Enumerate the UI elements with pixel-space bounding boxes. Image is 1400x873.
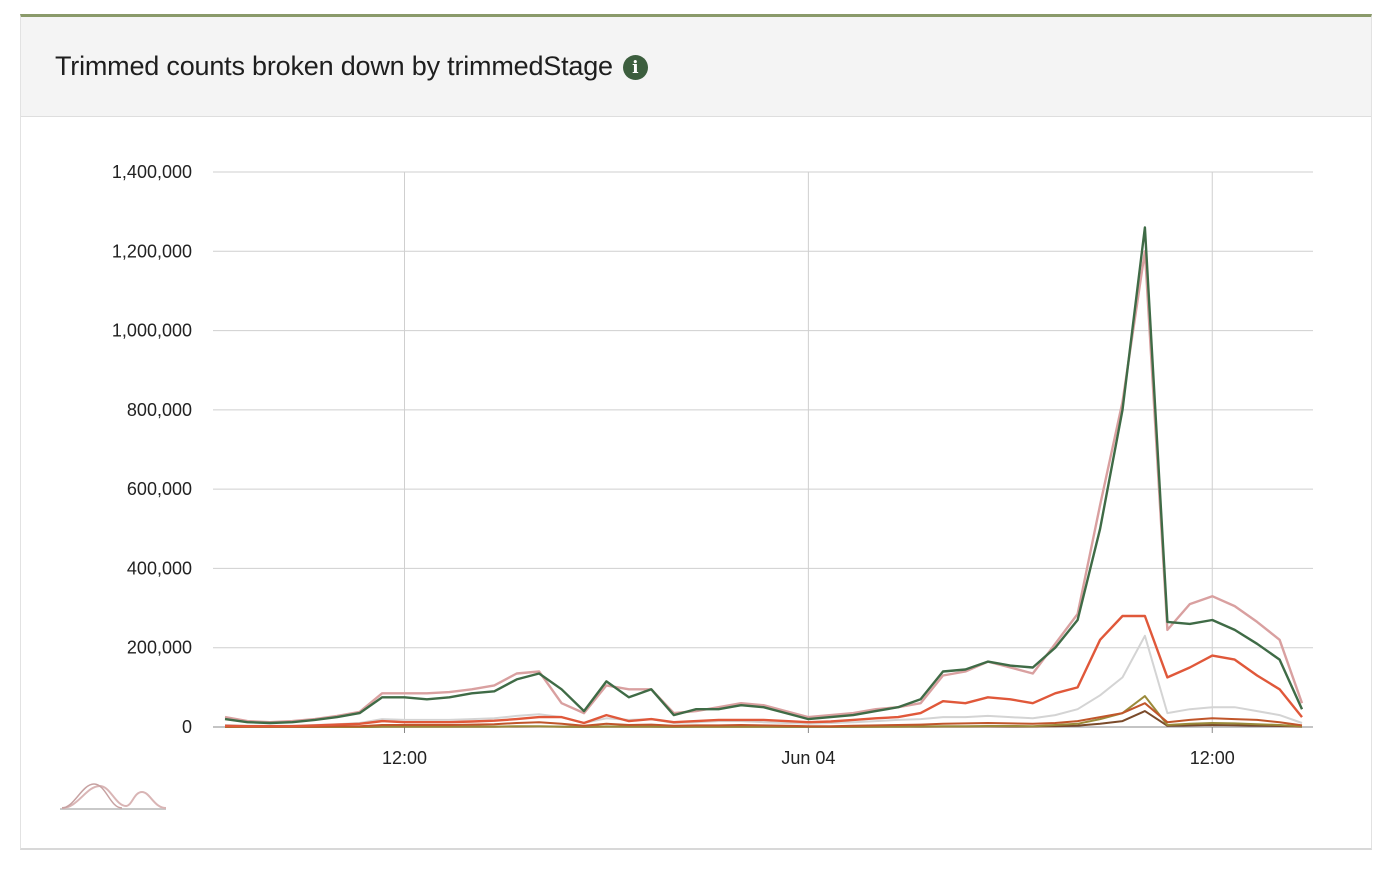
panel-header: Trimmed counts broken down by trimmedSta… bbox=[21, 17, 1371, 117]
series-line-2 bbox=[224, 250, 1304, 724]
x-tick-label: 12:00 bbox=[382, 748, 427, 768]
info-circle-icon[interactable]: i bbox=[622, 55, 648, 80]
y-tick-label: 400,000 bbox=[127, 558, 192, 578]
panel-title: Trimmed counts broken down by trimmedSta… bbox=[55, 51, 613, 81]
series-line-3 bbox=[224, 614, 1303, 728]
y-tick-label: 1,400,000 bbox=[112, 162, 192, 182]
y-tick-label: 200,000 bbox=[127, 638, 192, 658]
mini-chart-icon[interactable] bbox=[60, 782, 170, 814]
series-line-1 bbox=[224, 226, 1304, 725]
x-tick-label: Jun 04 bbox=[781, 748, 835, 768]
y-tick-label: 600,000 bbox=[127, 479, 192, 499]
x-tick-label: 12:00 bbox=[1190, 748, 1235, 768]
series-line-4 bbox=[224, 634, 1303, 727]
y-tick-label: 800,000 bbox=[127, 400, 192, 420]
y-tick-label: 0 bbox=[182, 717, 192, 737]
y-tick-label: 1,000,000 bbox=[112, 321, 192, 341]
y-tick-label: 1,200,000 bbox=[112, 241, 192, 261]
series-line-5 bbox=[225, 702, 1303, 728]
